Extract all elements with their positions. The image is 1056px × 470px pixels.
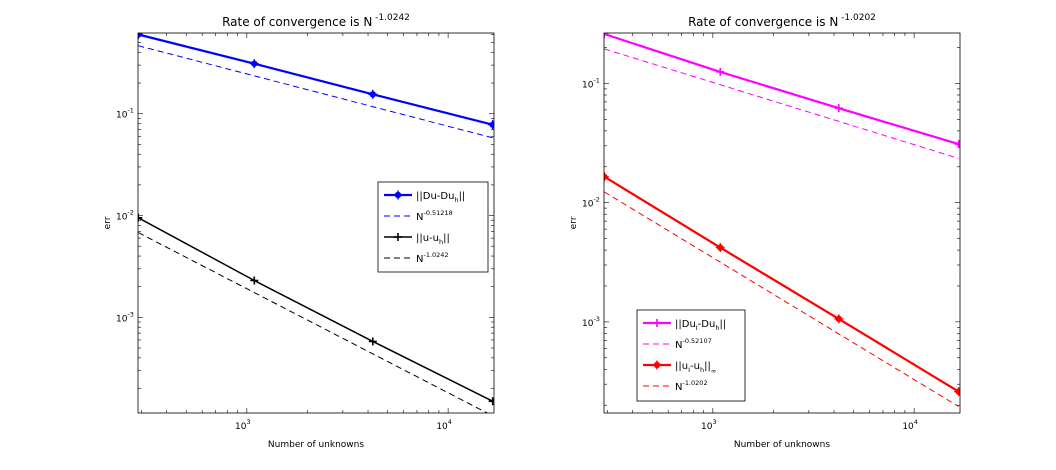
y-axis-label: err [569,216,579,229]
series-line-2 [138,45,493,139]
x-tick-label: 104 [436,418,452,432]
x-tick-base: 10 [235,422,247,432]
legend-sub2: h [715,324,719,332]
legend-mid: -u [690,361,700,372]
legend-main: ||Du [675,319,696,330]
y-tick-label: 10-1 [116,107,134,121]
legend-label-3: ||uI-uh||∞ [675,361,716,375]
y-tick-base: 10 [116,314,128,324]
y-tick-exp: -3 [593,315,599,323]
x-tick-base: 10 [436,422,448,432]
legend-sub: I [696,324,698,332]
legend-tail: || [719,319,726,330]
y-tick-label: 10-3 [116,310,134,324]
legend-tail: || [704,361,711,372]
y-tick-label: 10-2 [582,196,600,210]
chart-title-text: Rate of convergence is N [688,15,838,29]
y-tick-exp: -1 [593,76,599,84]
legend-mid: -Du [698,319,716,330]
series-line-3 [138,217,493,402]
y-tick-base: 10 [116,213,128,223]
chart-title-exponent: -1.0202 [838,13,876,23]
x-tick-exp: 3 [246,418,250,426]
series-line-1 [138,33,493,126]
x-tick-label: 103 [701,418,717,432]
chart-title: Rate of convergence is N -1.0202 [688,13,876,29]
y-tick-exp: -3 [127,310,133,318]
series-line-3 [604,175,960,393]
legend-label-1: ||DuI-Duh|| [675,319,726,332]
chart-title-exponent: -1.0242 [372,13,410,23]
y-tick-label: 10-2 [116,209,134,223]
legend-main: N [675,382,682,393]
legend: ||DuI-Duh||N-0.52107||uI-uh||∞N-1.0202 [636,309,746,402]
series-line-4 [138,232,489,413]
legend-sub3: ∞ [711,367,716,375]
legend: ||Du-Duh||N-0.51218||u-uh||N-1.0242 [377,181,489,273]
legend-main: N [416,212,423,223]
y-tick-exp: -2 [593,196,599,204]
legend-main: N [675,340,682,351]
y-tick-base: 10 [582,80,594,90]
axes-frame [603,32,961,414]
y-tick-label: 10-3 [582,315,600,329]
legend-sup: -0.52107 [682,337,711,345]
legend-label-2: N-0.51218 [416,209,453,223]
y-axis-label: err [103,216,113,229]
series-group [604,33,960,407]
x-tick-exp: 3 [712,418,716,426]
legend-sup: -1.0202 [682,379,707,387]
legend-sub: h [454,196,458,204]
legend-sup: -1.0242 [423,251,448,259]
minor-ticks [138,33,494,413]
y-tick-base: 10 [582,200,594,210]
legend-label-4: N-1.0202 [675,379,708,393]
legend-tail: || [459,191,466,202]
legend-main: ||u [675,361,688,372]
x-tick-exp: 4 [914,418,918,426]
legend-label-3: ||u-uh|| [416,233,450,246]
legend-label-4: N-1.0242 [416,251,449,265]
legend-sub2: h [700,366,704,374]
x-tick-base: 10 [701,422,713,432]
y-tick-exp: -2 [127,209,133,217]
y-tick-exp: -1 [127,107,133,115]
legend-main: ||Du-Du [416,191,454,202]
legend-label-2: N-0.52107 [675,337,712,351]
x-tick-label: 103 [235,418,251,432]
x-axis-label: Number of unknowns [268,440,364,450]
legend-tail: || [443,233,450,244]
legend-main: N [416,254,423,265]
x-tick-label: 104 [902,418,918,432]
chart-title-text: Rate of convergence is N [222,15,372,29]
x-tick-base: 10 [902,422,914,432]
series-line-4 [604,191,959,407]
legend-main: ||u-u [416,233,439,244]
series-line-2 [604,48,959,159]
chart-title: Rate of convergence is N -1.0242 [222,13,410,29]
y-tick-base: 10 [116,111,128,121]
legend-sup: -0.51218 [423,209,452,217]
x-axis-label: Number of unknowns [734,440,830,450]
legend-label-1: ||Du-Duh|| [416,191,465,204]
legend-sub: h [439,238,443,246]
x-tick-exp: 4 [448,418,452,426]
legend-sub: I [688,366,690,374]
y-tick-label: 10-1 [582,76,600,90]
series-line-1 [604,33,959,146]
axes-frame [137,32,495,414]
y-tick-base: 10 [582,319,594,329]
